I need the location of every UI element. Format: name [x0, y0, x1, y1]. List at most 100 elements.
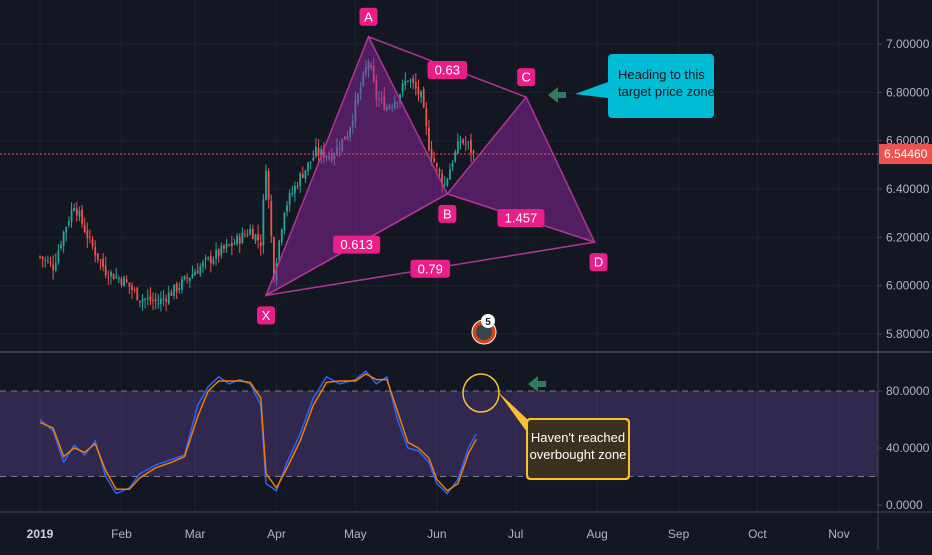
- osc-tick-label: 80.0000: [886, 384, 930, 398]
- candle-body: [388, 106, 391, 109]
- candle-body: [262, 199, 265, 245]
- pattern-point-label: B: [443, 206, 452, 221]
- y-tick-label: 6.80000: [886, 85, 930, 99]
- callout-text-line: target price zone: [618, 84, 715, 99]
- candle-body: [367, 62, 370, 69]
- candle-body: [120, 278, 123, 285]
- candle-body: [257, 233, 260, 240]
- callout-box-yellow-inner: [528, 420, 628, 478]
- candle-body: [333, 154, 336, 159]
- candle-body: [459, 141, 462, 144]
- candle-body: [162, 298, 165, 300]
- candle-body: [141, 299, 144, 303]
- candle-body: [152, 300, 154, 302]
- candle-body: [133, 289, 136, 291]
- candle-body: [401, 83, 404, 93]
- candle-body: [115, 276, 118, 278]
- candle-body: [186, 277, 189, 279]
- candle-body: [441, 173, 443, 184]
- candle-body: [215, 249, 217, 259]
- candle-body: [446, 178, 449, 186]
- candle-body: [385, 107, 388, 111]
- osc-tick-label: 40.0000: [886, 441, 930, 455]
- candle-body: [359, 87, 362, 93]
- candle-body: [307, 162, 309, 171]
- candle-body: [138, 300, 141, 302]
- candle-body: [383, 96, 386, 110]
- candle-body: [370, 64, 373, 68]
- candle-body: [433, 157, 436, 162]
- candle-body: [225, 244, 228, 248]
- candle-body: [223, 245, 225, 250]
- last-price-label: 6.54460: [884, 147, 928, 161]
- candle-body: [322, 147, 325, 158]
- candle-body: [52, 264, 55, 271]
- candle-body: [107, 277, 110, 279]
- candle-body: [44, 259, 47, 261]
- candle-body: [409, 80, 412, 82]
- candle-body: [472, 150, 475, 154]
- callout-text-line: Haven't reached: [531, 430, 625, 445]
- candle-body: [304, 170, 307, 179]
- candle-body: [291, 193, 294, 195]
- candle-body: [278, 240, 281, 261]
- candle-body: [362, 72, 365, 86]
- candle-body: [159, 298, 162, 304]
- x-tick-label: Jul: [508, 527, 523, 541]
- ratio-label-bg: [497, 209, 545, 227]
- candle-body: [144, 298, 147, 300]
- candle-body: [128, 282, 131, 287]
- candle-body: [309, 161, 312, 163]
- candle-body: [346, 136, 349, 140]
- candle-body: [265, 170, 267, 201]
- candle-body: [131, 285, 133, 290]
- osc-tick-label: 0.0000: [886, 498, 923, 512]
- candle-body: [167, 292, 170, 304]
- candle-body: [396, 102, 399, 104]
- x-tick-label: Sep: [668, 527, 690, 541]
- candle-body: [86, 230, 89, 239]
- pattern-point-label-bg: [359, 7, 378, 26]
- ratio-label-bg: [410, 259, 451, 278]
- candle-body: [464, 143, 467, 145]
- x-tick-label: Apr: [267, 527, 286, 541]
- ratio-label: 0.63: [435, 62, 460, 77]
- candle-body: [414, 81, 417, 89]
- candle-body: [183, 276, 186, 279]
- candle-body: [125, 279, 128, 283]
- candle-body: [194, 272, 196, 276]
- ratio-label-bg: [427, 60, 468, 79]
- candle-body: [99, 259, 102, 261]
- candle-body: [246, 234, 249, 236]
- candle-body: [81, 209, 83, 224]
- candle-body: [280, 229, 283, 243]
- candle-body: [454, 151, 457, 162]
- overbought-oversold-band: [0, 391, 878, 477]
- pattern-point-label-bg: [517, 68, 536, 87]
- candle-body: [65, 227, 68, 233]
- y-tick-label: 5.80000: [886, 327, 930, 341]
- candle-body: [236, 235, 238, 244]
- candle-body: [188, 278, 191, 281]
- candle-body: [267, 171, 270, 200]
- candle-body: [83, 224, 86, 233]
- candle-body: [46, 260, 49, 262]
- ratio-label: 1.457: [505, 211, 538, 226]
- callout-text-line: Heading to this: [618, 67, 705, 82]
- callout-pointer: [575, 82, 608, 98]
- callout-text-line: overbought zone: [530, 447, 627, 462]
- candle-body: [75, 208, 78, 216]
- candle-body: [467, 141, 470, 143]
- candle-body: [270, 201, 273, 237]
- candle-body: [428, 127, 430, 151]
- x-tick-label: Nov: [828, 527, 849, 541]
- callout-box: [608, 54, 714, 118]
- candle-body: [123, 277, 125, 287]
- candle-body: [286, 205, 288, 212]
- candle-body: [407, 80, 409, 82]
- x-tick-label: Feb: [111, 527, 132, 541]
- candle-body: [57, 250, 60, 263]
- candle-body: [378, 98, 380, 101]
- candle-body: [430, 148, 433, 159]
